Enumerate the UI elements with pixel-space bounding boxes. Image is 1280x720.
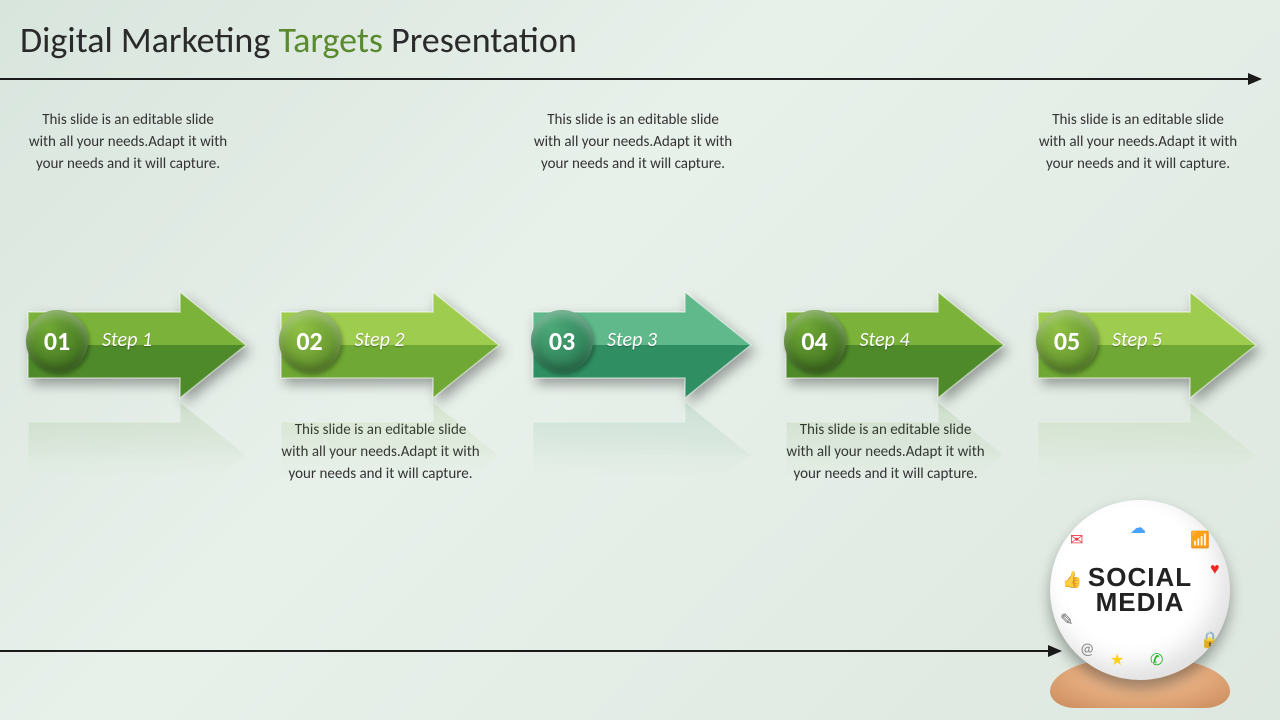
- step-number-badge: 03: [531, 310, 593, 372]
- step: This slide is an editable slide with all…: [525, 110, 755, 570]
- social-media-globe: ✉ ☁ 📶♥ 👍 🔒 @ ✆ ★ ✎ SOCIAL MEDIA: [1030, 508, 1250, 708]
- title-accent: Targets: [278, 18, 383, 62]
- globe-mini-icon: ✉: [1070, 530, 1083, 550]
- step-number-badge: 02: [279, 310, 341, 372]
- step: This slide is an editable slide with all…: [273, 110, 503, 570]
- step: This slide is an editable slide with all…: [20, 110, 250, 570]
- arrow-reflection: [273, 400, 503, 510]
- globe-line2: MEDIA: [1096, 587, 1185, 617]
- step-label: Step 3: [607, 328, 657, 352]
- step-number-badge: 05: [1036, 310, 1098, 372]
- globe-mini-icon: ✆: [1150, 650, 1163, 670]
- divider-bottom: [0, 650, 1060, 652]
- step-desc: This slide is an editable slide with all…: [1038, 110, 1238, 175]
- divider-top: [0, 78, 1260, 80]
- step-label: Step 1: [102, 328, 152, 352]
- globe-text: SOCIAL MEDIA: [1088, 565, 1192, 614]
- globe-mini-icon: @: [1080, 640, 1094, 659]
- title-pre: Digital Marketing: [20, 18, 278, 62]
- arrow-reflection: [778, 400, 1008, 510]
- globe-mini-icon: 📶: [1190, 530, 1210, 550]
- globe-mini-icon: ☁: [1130, 518, 1146, 538]
- globe-mini-icon: ✎: [1060, 610, 1073, 630]
- step-label: Step 5: [1112, 328, 1162, 352]
- step: This slide is an editable slide with all…: [778, 110, 1008, 570]
- step-number-badge: 04: [784, 310, 846, 372]
- page-title: Digital Marketing Targets Presentation: [20, 18, 577, 62]
- arrow-reflection: [525, 400, 755, 510]
- globe-mini-icon: 👍: [1062, 570, 1082, 590]
- title-post: Presentation: [383, 18, 577, 62]
- arrow-reflection: [1030, 400, 1260, 510]
- globe-mini-icon: 🔒: [1200, 630, 1220, 650]
- step-number-badge: 01: [26, 310, 88, 372]
- step-desc: This slide is an editable slide with all…: [533, 110, 733, 175]
- globe-mini-icon: ★: [1110, 650, 1124, 670]
- globe-mini-icon: ♥: [1210, 560, 1220, 579]
- globe-graphic: ✉ ☁ 📶♥ 👍 🔒 @ ✆ ★ ✎ SOCIAL MEDIA: [1050, 500, 1230, 680]
- step-label: Step 2: [355, 328, 405, 352]
- step-desc: This slide is an editable slide with all…: [28, 110, 228, 175]
- step-label: Step 4: [860, 328, 910, 352]
- arrow-reflection: [20, 400, 250, 510]
